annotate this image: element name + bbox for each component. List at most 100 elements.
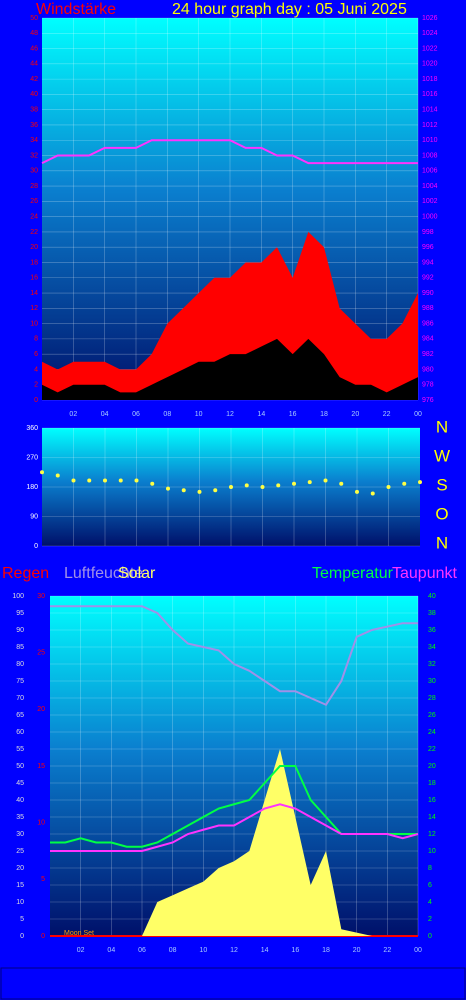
y2-tick-label: 990 [422, 290, 434, 297]
y2-tick-label: 1008 [422, 152, 438, 159]
y-tick-label: 90 [30, 513, 38, 520]
y-tick-label: 44 [30, 61, 38, 68]
dot [197, 489, 202, 494]
y-tick-label: 8 [34, 336, 38, 343]
y-tick-label: 30 [30, 168, 38, 175]
y-tick-label: 180 [26, 484, 38, 491]
y2-tick-label: 978 [422, 382, 434, 389]
x-tick-label: 08 [163, 411, 171, 418]
y-tick-label: 55 [16, 746, 24, 753]
y-tick-label: 2 [34, 382, 38, 389]
dot [260, 485, 265, 489]
y2-tick-label: 996 [422, 244, 434, 251]
y-tick-label: 32 [30, 152, 38, 159]
y-tick-label: 46 [30, 45, 38, 52]
x-tick-label: 22 [383, 411, 391, 418]
y-tick-label: 18 [30, 259, 38, 266]
y2-tick-label: 1012 [422, 122, 438, 129]
y3-tick-label: 24 [428, 729, 436, 736]
x-tick-label: 16 [289, 411, 297, 418]
direction-label: N [436, 417, 448, 436]
y-tick-label: 10 [16, 899, 24, 906]
y-tick-label: 16 [30, 275, 38, 282]
y-tick-label: 70 [16, 695, 24, 702]
y-tick-label: 95 [16, 610, 24, 617]
y-tick-label: 0 [34, 397, 38, 404]
y2-tick-label: 15 [37, 763, 45, 770]
y2-tick-label: 992 [422, 275, 434, 282]
x-tick-label: 18 [322, 947, 330, 954]
y2-tick-label: 1022 [422, 45, 438, 52]
area [50, 749, 418, 936]
y2-tick-label: 1000 [422, 213, 438, 220]
y2-tick-label: 986 [422, 320, 434, 327]
y2-tick-label: 982 [422, 351, 434, 358]
y3-tick-label: 36 [428, 627, 436, 634]
x-tick-label: 00 [414, 411, 422, 418]
y3-tick-label: 8 [428, 865, 432, 872]
y-tick-label: 25 [16, 848, 24, 855]
y3-tick-label: 28 [428, 695, 436, 702]
y-tick-label: 65 [16, 712, 24, 719]
y-tick-label: 6 [34, 351, 38, 358]
chart-title: 24 hour graph day : 05 Juni 2025 [172, 1, 407, 18]
y2-tick-label: 1014 [422, 107, 438, 114]
dot [87, 478, 92, 483]
dot [323, 478, 328, 483]
dot [213, 488, 218, 493]
legend-label: Luftfeuchte [64, 565, 143, 582]
x-tick-label: 20 [353, 947, 361, 954]
y3-tick-label: 38 [428, 610, 436, 617]
y2-tick-label: 1026 [422, 15, 438, 22]
y-tick-label: 80 [16, 661, 24, 668]
x-tick-label: 02 [69, 411, 77, 418]
y2-tick-label: 0 [41, 933, 45, 940]
line [50, 605, 418, 707]
y-tick-label: 36 [30, 122, 38, 129]
y-axis-title: Windstärke [36, 1, 116, 18]
dot [166, 486, 170, 491]
dot [418, 480, 422, 485]
x-tick-label: 16 [291, 947, 299, 954]
dot [339, 481, 344, 486]
y2-tick-label: 1020 [422, 61, 438, 68]
y2-tick-label: 1004 [422, 183, 438, 190]
y2-tick-label: 976 [422, 397, 434, 404]
dot [150, 481, 155, 486]
direction-label: N [436, 533, 448, 552]
x-tick-label: 18 [320, 411, 328, 418]
y-tick-label: 5 [20, 916, 24, 923]
y2-tick-label: 984 [422, 336, 434, 343]
y2-tick-label: 980 [422, 366, 434, 373]
y3-tick-label: 10 [428, 848, 436, 855]
dot [40, 470, 44, 475]
y-tick-label: 42 [30, 76, 38, 83]
y-tick-label: 0 [20, 933, 24, 940]
y3-tick-label: 26 [428, 712, 436, 719]
x-tick-label: 12 [230, 947, 238, 954]
y3-tick-label: 40 [428, 593, 436, 600]
y-tick-label: 90 [16, 627, 24, 634]
y-tick-label: 38 [30, 107, 38, 114]
dot [181, 488, 186, 493]
annotation: Moon Set [64, 930, 94, 937]
dot [276, 483, 281, 488]
x-tick-label: 02 [77, 947, 85, 954]
y-tick-label: 45 [16, 780, 24, 787]
legend-label: Regen [2, 565, 49, 582]
dot [355, 489, 359, 494]
y3-tick-label: 20 [428, 763, 436, 770]
y2-tick-label: 25 [37, 650, 45, 657]
y3-tick-label: 18 [428, 780, 436, 787]
line [50, 803, 419, 852]
direction-label: W [434, 446, 450, 465]
y2-tick-label: 1006 [422, 168, 438, 175]
y-tick-label: 85 [16, 644, 24, 651]
line [41, 139, 418, 165]
y2-tick-label: 1018 [422, 76, 438, 83]
y2-tick-label: 10 [37, 820, 45, 827]
x-tick-label: 04 [101, 411, 109, 418]
y-tick-label: 270 [26, 454, 38, 461]
x-tick-label: 10 [199, 947, 207, 954]
